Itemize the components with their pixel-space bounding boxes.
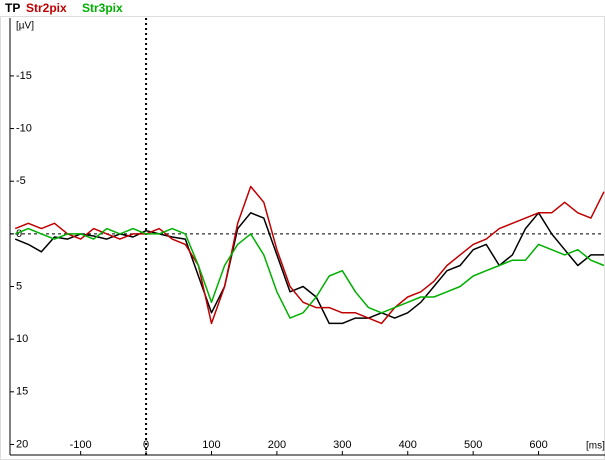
y-tick-label: -15: [16, 70, 32, 82]
x-tick-label: -100: [70, 439, 92, 451]
x-tick-label: 500: [464, 439, 482, 451]
x-tick-label: 600: [529, 439, 547, 451]
x-axis-label: [ms]: [586, 441, 605, 452]
y-tick-label: 0: [16, 228, 22, 240]
x-tick-label: 300: [333, 439, 351, 451]
y-axis-label: [µV]: [16, 21, 34, 32]
legend-entry: Str3pix: [82, 1, 123, 15]
y-tick-label: 15: [16, 386, 28, 398]
x-tick-label: 200: [268, 439, 286, 451]
y-tick-label: 5: [16, 280, 22, 292]
series-line: [14, 227, 605, 319]
series-line: [14, 185, 605, 325]
y-tick-label: -5: [16, 175, 26, 187]
x-tick-label: 100: [202, 439, 220, 451]
series-line: [14, 212, 604, 325]
x-tick-label: 400: [399, 439, 417, 451]
y-tick-label: 10: [16, 333, 28, 345]
y-tick-label: 20: [16, 438, 28, 450]
y-tick-label: -10: [16, 122, 32, 134]
legend-entry: Str2pix: [26, 1, 67, 15]
legend-entry: TP: [5, 1, 20, 15]
